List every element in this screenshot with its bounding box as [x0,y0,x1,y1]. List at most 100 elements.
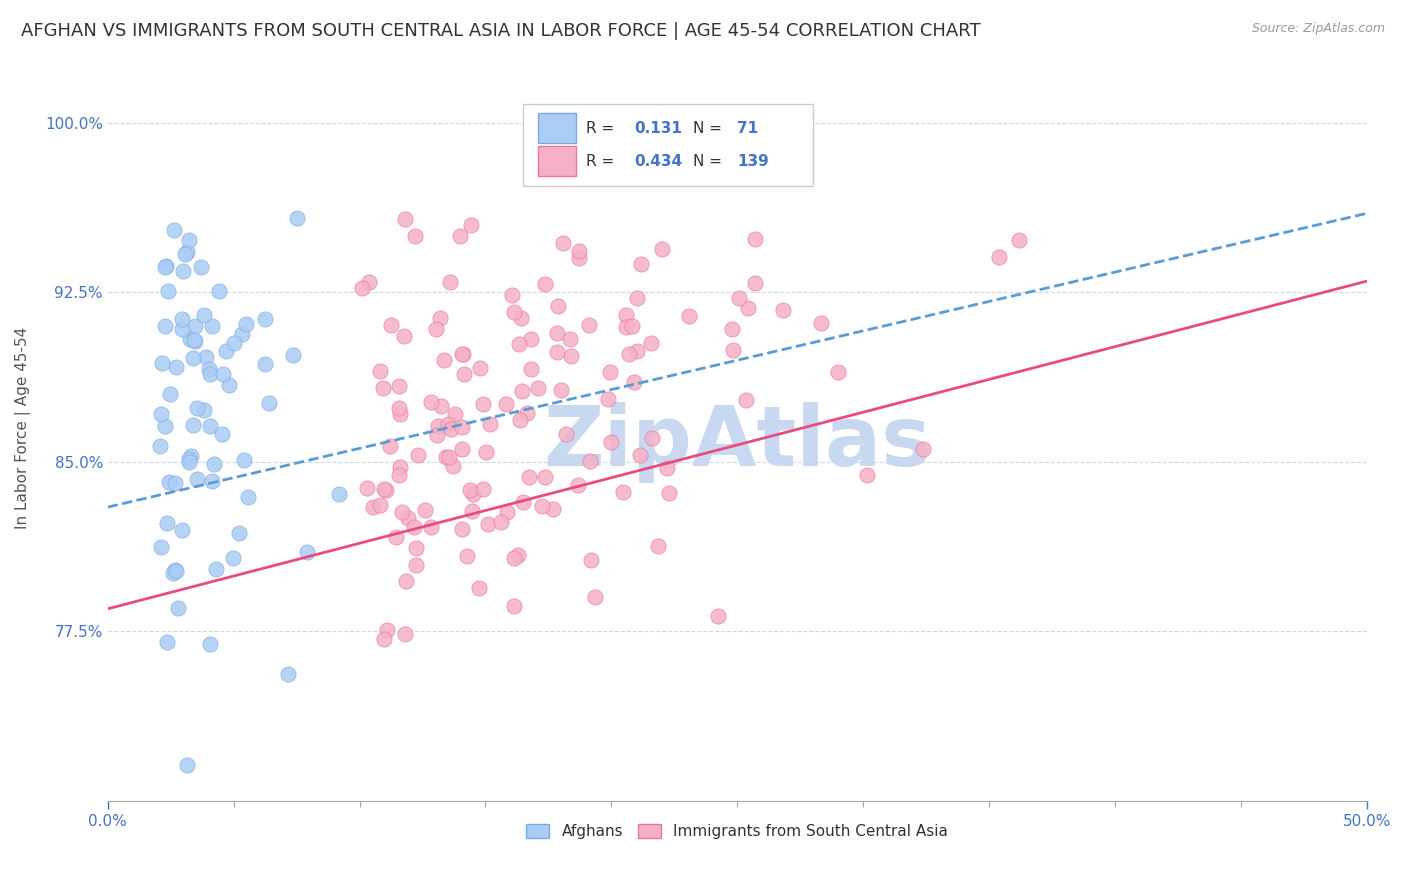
Point [149,439,172,453]
Point [277,667,299,681]
Point [456,549,478,563]
Point [810,316,832,330]
Point [162,566,184,580]
Point [405,541,427,556]
Point [439,275,461,289]
Point [583,590,606,604]
Point [388,401,411,415]
Point [425,322,447,336]
Point [461,504,484,518]
Point [443,408,465,422]
Text: R =: R = [586,120,619,136]
Point [156,635,179,649]
Point [623,376,645,390]
Point [368,364,391,378]
Point [855,468,877,483]
Point [391,505,413,519]
Point [179,451,201,466]
Point [368,498,391,512]
Point [567,478,589,492]
Point [356,482,378,496]
Point [596,392,619,406]
Point [394,212,416,227]
Point [453,367,475,381]
Point [520,332,543,346]
Point [375,624,398,638]
Point [193,308,215,322]
Point [419,394,441,409]
Point [359,276,381,290]
Point [598,153,620,168]
Point [517,470,540,484]
Point [281,348,304,362]
Point [475,445,498,459]
Point [430,399,453,413]
Point [449,229,471,244]
Point [222,336,245,351]
Point [155,260,177,275]
Point [254,312,277,326]
Point [373,632,395,646]
Point [176,244,198,259]
Point [165,564,187,578]
Point [170,322,193,336]
Point [165,360,187,375]
Point [165,563,187,577]
Point [212,367,235,381]
Point [218,377,240,392]
Point [420,520,443,534]
Point [198,637,221,651]
Point [503,551,526,566]
Point [503,305,526,319]
Point [728,291,751,305]
Point [198,418,221,433]
Point [198,362,221,376]
Point [472,483,495,497]
Point [472,396,495,410]
Point [193,403,215,417]
Point [626,343,648,358]
Point [543,501,565,516]
Point [183,418,205,433]
Point [501,287,523,301]
Point [235,318,257,332]
Point [772,302,794,317]
Point [503,599,526,614]
Point [460,219,482,233]
Point [737,301,759,315]
Point [157,475,180,490]
Point [526,380,548,394]
Point [533,277,555,291]
Text: 0.131: 0.131 [634,120,682,136]
Point [186,472,208,486]
Point [509,412,531,426]
Point [201,475,224,489]
Point [373,482,395,496]
Text: N =: N = [693,153,727,169]
Point [468,361,491,376]
Point [396,511,419,525]
Point [208,285,231,299]
Point [186,401,208,415]
Point [495,396,517,410]
Point [641,431,664,445]
Point [155,259,177,273]
Point [163,475,186,490]
Point [554,426,576,441]
Text: ZipAtlas: ZipAtlas [543,402,931,483]
Text: AFGHAN VS IMMIGRANTS FROM SOUTH CENTRAL ASIA IN LABOR FORCE | AGE 45-54 CORRELAT: AFGHAN VS IMMIGRANTS FROM SOUTH CENTRAL … [21,22,981,40]
Point [614,308,637,322]
Point [228,525,250,540]
Point [599,365,621,379]
Point [156,284,179,298]
Point [176,758,198,772]
Point [152,355,174,369]
Point [619,347,641,361]
Point [201,319,224,334]
Point [388,379,411,393]
Point [177,233,200,247]
Point [170,312,193,326]
Point [155,419,177,434]
Point [215,343,238,358]
Point [177,455,200,469]
